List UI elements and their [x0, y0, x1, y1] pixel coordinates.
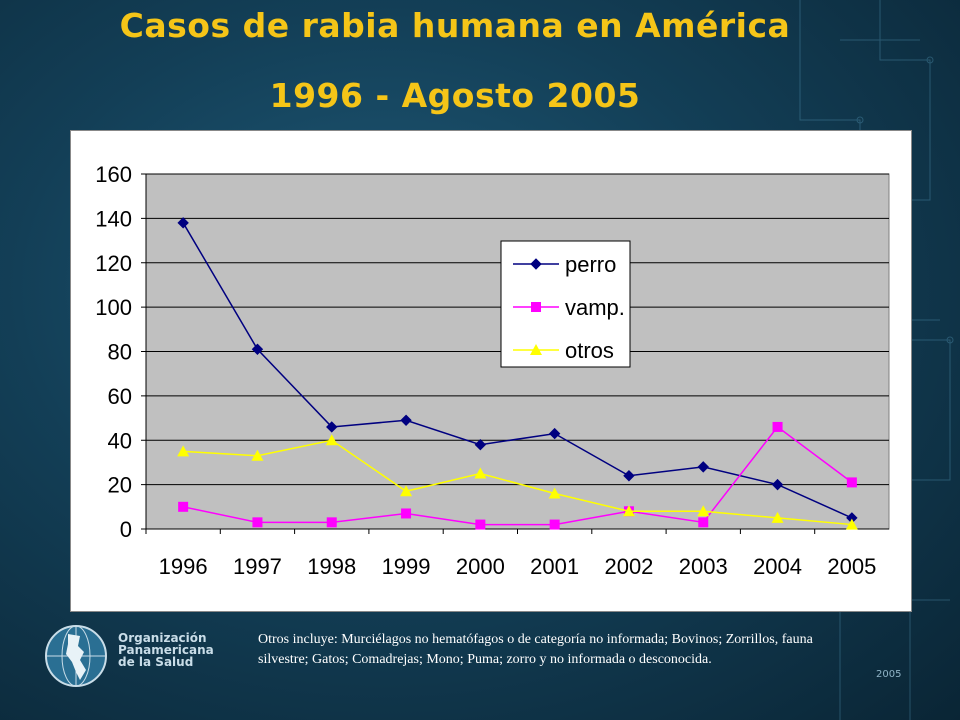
- org-line-1: Organización: [118, 631, 207, 645]
- legend-marker-otros: [530, 344, 542, 355]
- org-line-2: Panamericana: [118, 643, 214, 657]
- org-line-3: de la Salud: [118, 655, 194, 669]
- x-tick-label-1997: 1997: [233, 554, 282, 579]
- point-perro-2001: [548, 427, 561, 440]
- x-tick-label-1998: 1998: [307, 554, 356, 579]
- legend-marker-vamp: [531, 302, 541, 312]
- point-otros-2003: [697, 505, 710, 517]
- series-line-vamp: [182, 425, 853, 526]
- series-line-otros: [183, 439, 852, 526]
- chart-container: 0 20 40 60 80 100 120 140 160 1996 1997 1998 1999 200…: [70, 130, 912, 612]
- y-tick-label: 140: [95, 206, 132, 231]
- x-tick-label-2004: 2004: [753, 554, 802, 579]
- point-otros-2002: [622, 505, 635, 517]
- legend-box: [500, 240, 631, 368]
- y-tick-label: 120: [95, 251, 132, 276]
- point-perro-1998: [326, 421, 338, 433]
- point-otros-2004: [771, 511, 784, 523]
- point-vamp-1999: [401, 508, 412, 519]
- point-vamp-1997: [252, 517, 263, 528]
- point-otros-1997: [251, 449, 264, 461]
- point-perro-2002: [623, 470, 635, 482]
- x-tick-label-2005: 2005: [827, 554, 876, 579]
- y-tick-label: 0: [120, 517, 132, 542]
- point-perro-2000: [474, 438, 487, 451]
- legend-label-perro: perro: [565, 252, 616, 277]
- page-subtitle: 1996 - Agosto 2005: [269, 76, 641, 115]
- y-tick-label: 160: [95, 162, 132, 187]
- point-vamp-1998: [326, 517, 337, 528]
- y-tick-label: 100: [95, 295, 132, 320]
- point-perro-1997: [251, 343, 264, 355]
- x-tick-label-2000: 2000: [456, 554, 505, 579]
- footnote: Otros incluye: Murciélagos no hematófago…: [258, 632, 813, 667]
- y-tick-label: 60: [108, 384, 132, 409]
- y-tick-label: 40: [108, 428, 132, 453]
- legend-label-otros: otros: [565, 338, 614, 363]
- point-vamp-2005: [846, 477, 857, 488]
- point-otros-2000: [474, 467, 487, 479]
- legend-marker-perro: [530, 258, 542, 270]
- x-tick-label-1996: 1996: [159, 554, 208, 579]
- point-vamp-2003: [698, 517, 709, 528]
- point-otros-1998: [325, 434, 338, 446]
- point-vamp-2004: [772, 421, 783, 432]
- x-tick-label-2001: 2001: [530, 554, 579, 579]
- footer-year: 2005: [876, 669, 902, 680]
- point-otros-2005: [845, 518, 858, 530]
- point-vamp-2000: [475, 519, 486, 530]
- line-chart: 0 20 40 60 80 100 120 140 160 1996 1997 1998 1999 200…: [95, 162, 890, 579]
- globe-americas-icon: [45, 625, 107, 687]
- page-title: Casos de rabia humana en América: [119, 6, 791, 45]
- legend-label-vamp: vamp.: [565, 295, 625, 320]
- point-otros-1996: [177, 445, 190, 457]
- x-tick-label-1999: 1999: [382, 554, 431, 579]
- point-vamp-1996: [178, 501, 189, 512]
- point-otros-2001: [548, 487, 561, 499]
- point-otros-1999: [400, 485, 413, 497]
- y-tick-label: 80: [108, 340, 132, 365]
- point-perro-2004: [771, 478, 784, 491]
- point-perro-1999: [400, 414, 412, 426]
- point-perro-2003: [697, 461, 709, 473]
- point-vamp-2001: [549, 519, 560, 530]
- organization-name: Organización Panamericana de la Salud: [118, 632, 214, 668]
- point-perro-1996: [177, 217, 189, 229]
- y-tick-label: 20: [108, 473, 132, 498]
- x-tick-label-2002: 2002: [604, 554, 653, 579]
- x-tick-label-2003: 2003: [679, 554, 728, 579]
